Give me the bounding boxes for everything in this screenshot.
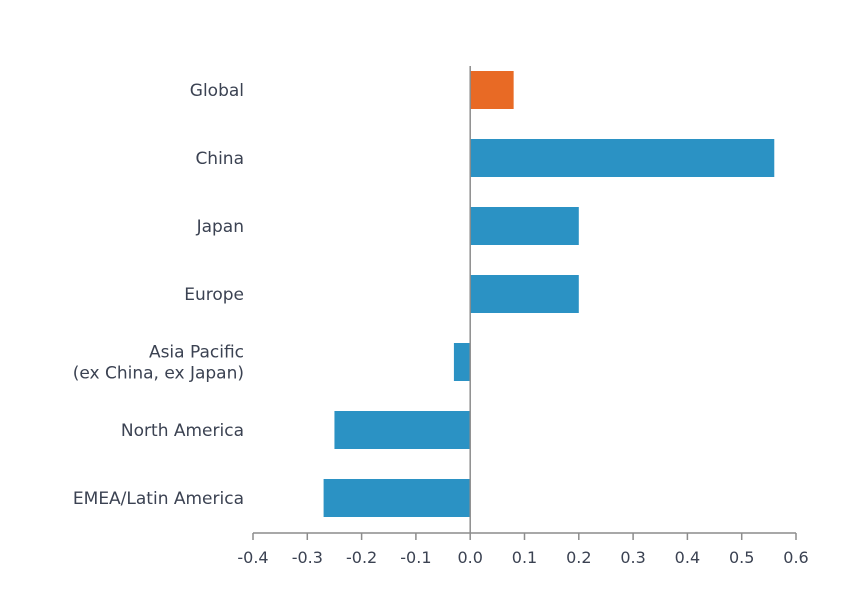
bar-north-america bbox=[334, 411, 471, 449]
x-tick-label: 0.5 bbox=[729, 548, 754, 567]
bars-group bbox=[323, 71, 775, 517]
bar-europe bbox=[470, 275, 579, 313]
x-tick-label: -0.1 bbox=[400, 548, 431, 567]
category-label-north-america: North America bbox=[121, 421, 244, 441]
x-tick-label: 0.1 bbox=[512, 548, 537, 567]
x-tick-label: 0.2 bbox=[566, 548, 591, 567]
x-axis: -0.4 -0.3 -0.2 -0.1 0.0 0.1 0.2 0.3 0.4 0.5 0.6 bbox=[237, 66, 809, 567]
category-label-asia-pacific: Asia Pacific (ex China, ex Japan) bbox=[73, 343, 244, 384]
bar-china bbox=[470, 139, 775, 177]
bar-asia-pacific bbox=[453, 343, 471, 381]
x-tick-label: 0.0 bbox=[457, 548, 482, 567]
x-tick-label: 0.6 bbox=[783, 548, 808, 567]
x-tick-label: 0.3 bbox=[620, 548, 645, 567]
category-label-japan: Japan bbox=[196, 217, 244, 237]
bar-global bbox=[470, 71, 514, 109]
bar-emea-latin-america bbox=[323, 479, 471, 517]
x-tick-label: -0.2 bbox=[346, 548, 377, 567]
category-label-china: China bbox=[195, 149, 244, 169]
bar-japan bbox=[470, 207, 579, 245]
x-tick-label: -0.4 bbox=[237, 548, 268, 567]
x-tick-label: -0.3 bbox=[292, 548, 323, 567]
category-label-global: Global bbox=[190, 81, 244, 101]
x-tick-label: 0.4 bbox=[675, 548, 700, 567]
category-labels-group: Global China Japan Europe Asia Pacific (ex Ch… bbox=[73, 81, 244, 509]
category-label-europe: Europe bbox=[184, 285, 244, 305]
category-label-emea-latin-america: EMEA/Latin America bbox=[73, 489, 244, 509]
